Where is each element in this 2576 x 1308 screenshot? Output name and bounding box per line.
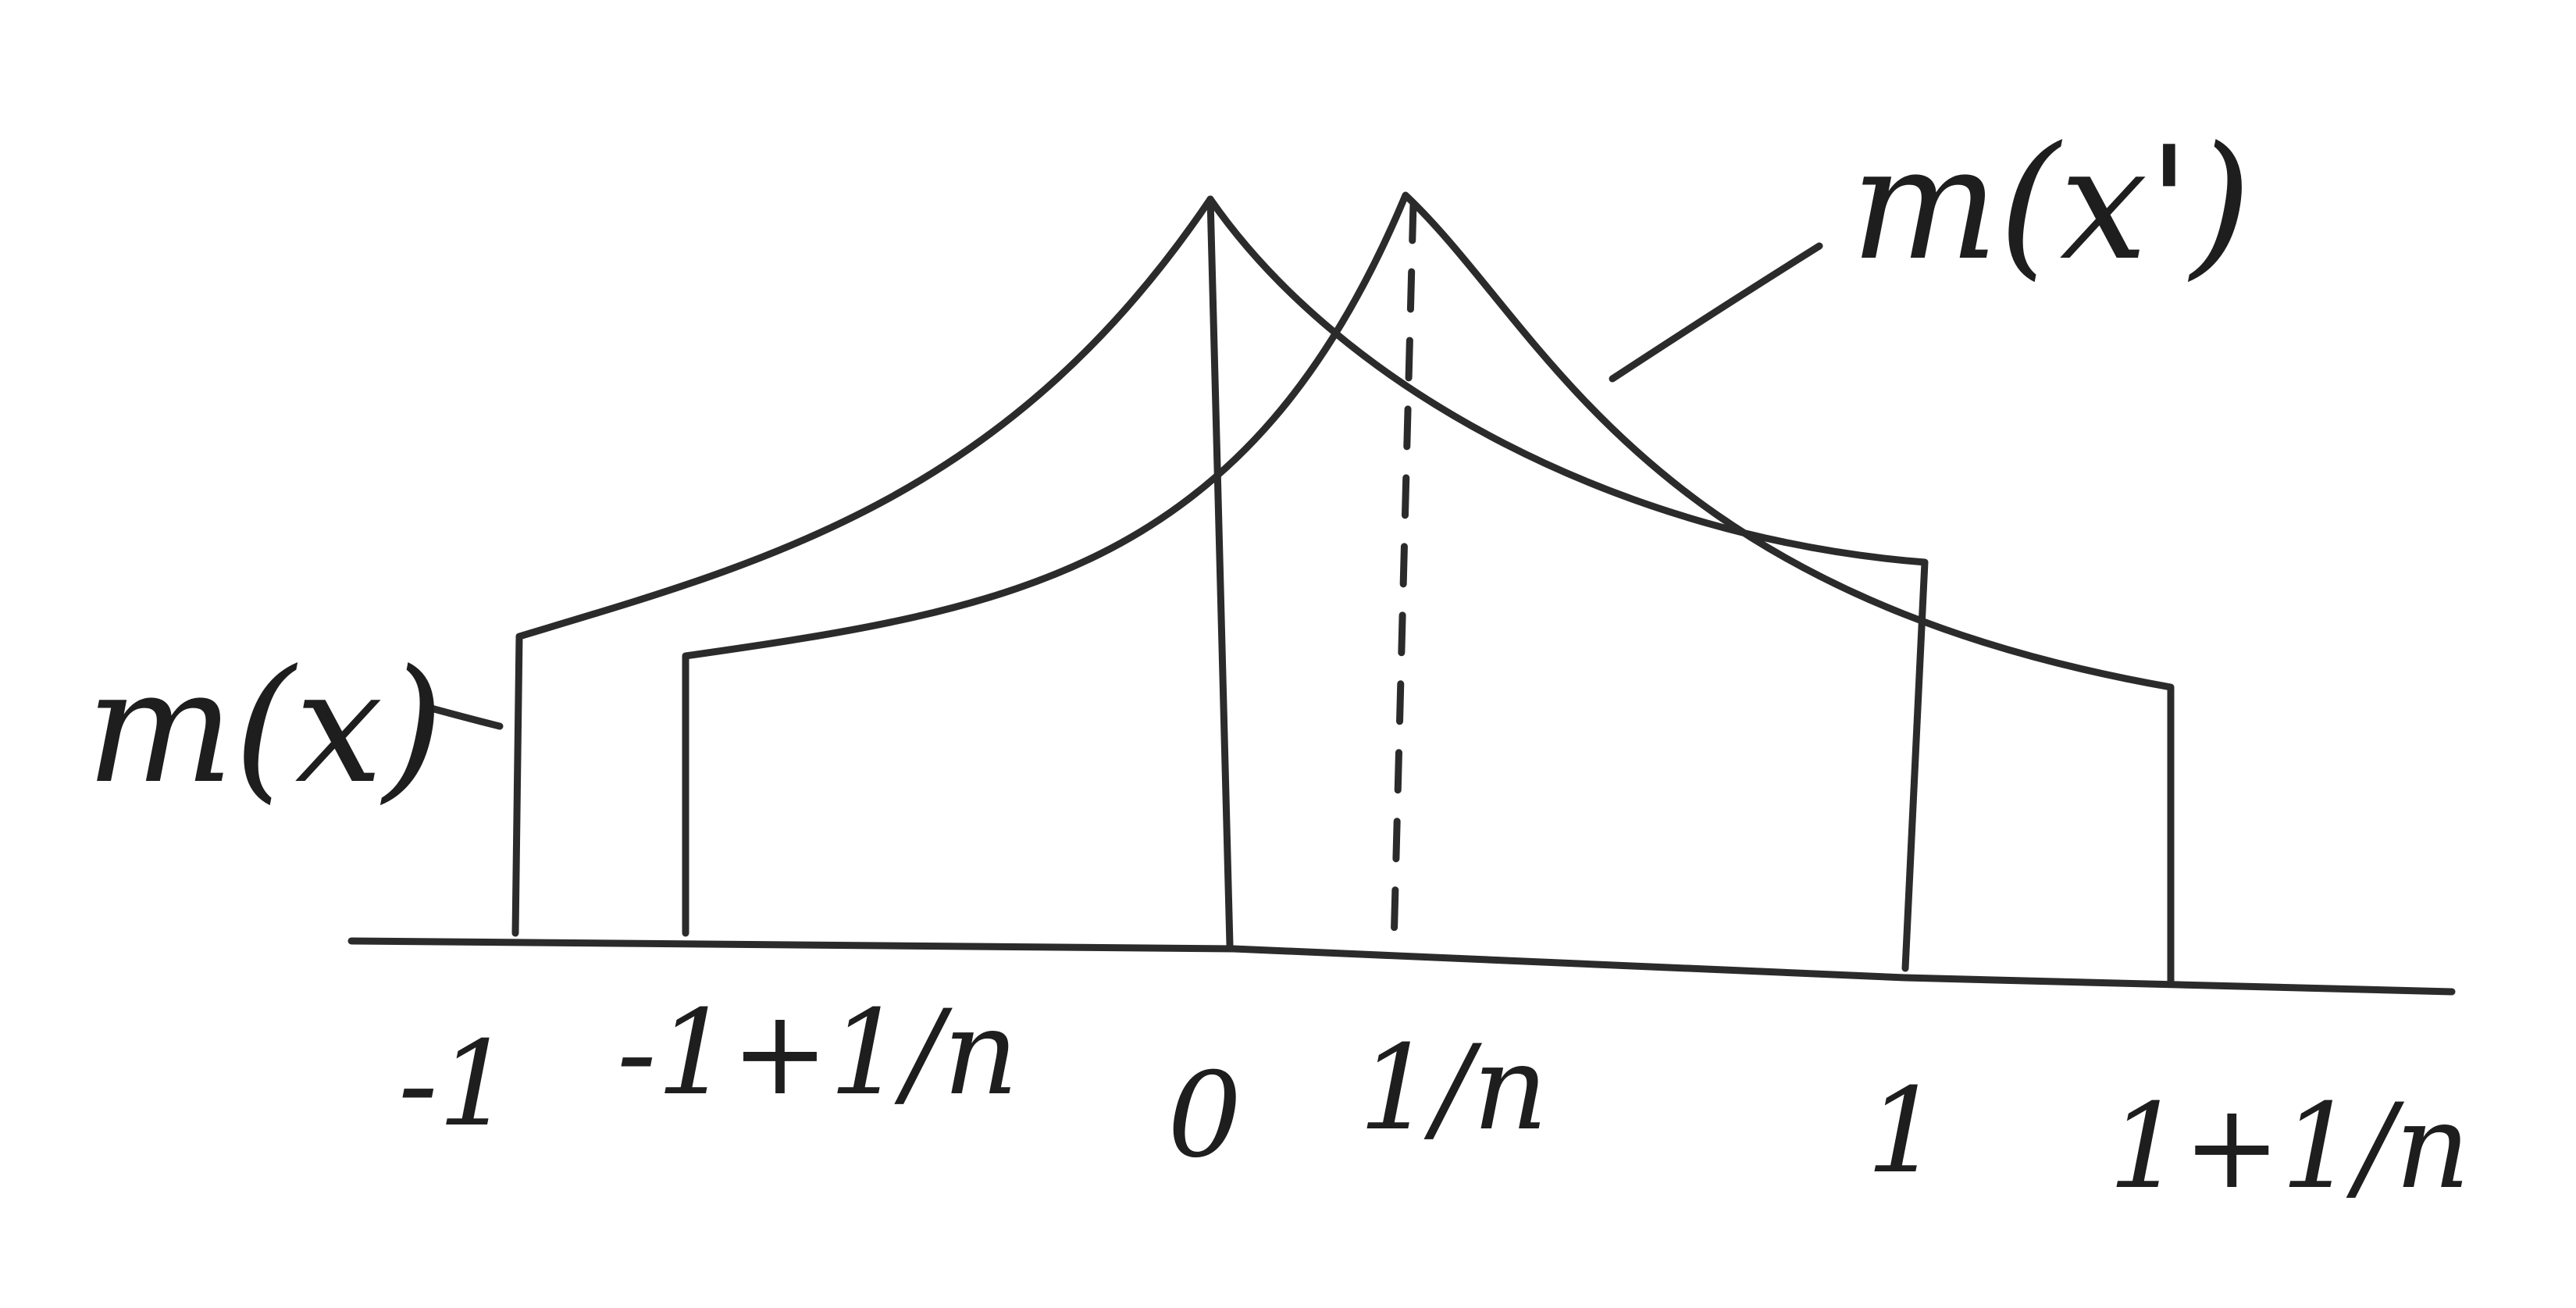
curve-m-x-prime: [682, 191, 2175, 986]
curve-m-x: [511, 195, 1929, 972]
tick-label-zero: 0: [1167, 1048, 1242, 1184]
tick-label-neg-one: -1: [398, 1017, 512, 1153]
leader-m-x-prime: [1609, 242, 1823, 383]
label-m-x-prime: m(x'): [1851, 113, 2251, 295]
tick-label-one-plus-1n: 1+1/n: [2108, 1079, 2471, 1215]
peak-line-zero: [1206, 195, 1234, 949]
curve-m-x-prime-outline: [682, 191, 2175, 986]
tick-label-neg-one-plus-1n: -1+1/n: [617, 985, 1018, 1121]
tick-label-one: 1: [1866, 1064, 1940, 1199]
leader-m-x: [422, 703, 504, 730]
peak-line-one-over-n: [1390, 199, 1417, 949]
label-m-x: m(x): [86, 636, 444, 818]
x-axis-line: [347, 937, 2456, 996]
tick-label-one-over-n: 1/n: [1359, 1021, 1548, 1157]
